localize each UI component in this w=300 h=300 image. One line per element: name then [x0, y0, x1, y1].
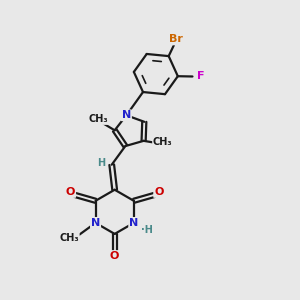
Text: N: N — [122, 110, 131, 120]
Text: CH₃: CH₃ — [89, 114, 108, 124]
Text: H: H — [98, 158, 106, 168]
Text: N: N — [91, 218, 100, 228]
Text: ·H: ·H — [141, 225, 153, 235]
Text: CH₃: CH₃ — [59, 232, 79, 243]
Text: O: O — [154, 187, 164, 197]
Text: CH₃: CH₃ — [153, 137, 172, 147]
Text: O: O — [110, 251, 119, 261]
Text: N: N — [129, 218, 138, 228]
Text: F: F — [197, 71, 205, 82]
Text: O: O — [66, 187, 75, 197]
Text: Br: Br — [169, 34, 183, 44]
